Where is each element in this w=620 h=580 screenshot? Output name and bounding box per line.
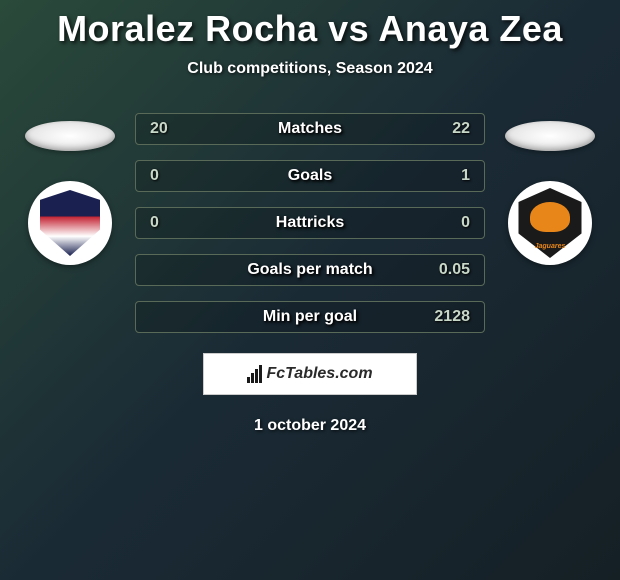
team-badge-left xyxy=(28,181,112,265)
stat-right-value: 0.05 xyxy=(439,261,470,279)
stat-label: Goals xyxy=(288,167,332,185)
player-left-avatar-placeholder xyxy=(25,121,115,151)
stat-row-hattricks: 0 Hattricks 0 xyxy=(135,207,485,239)
stat-label: Hattricks xyxy=(276,214,344,232)
stats-column: 20 Matches 22 0 Goals 1 0 Hattricks 0 Go… xyxy=(135,113,485,333)
player-right-column: Jaguares xyxy=(500,113,600,265)
date-label: 1 october 2024 xyxy=(0,417,620,435)
stat-right-value: 0 xyxy=(461,214,470,232)
shield-icon: Jaguares xyxy=(515,188,585,258)
stat-right-value: 2128 xyxy=(434,308,470,326)
stat-row-min-per-goal: Min per goal 2128 xyxy=(135,301,485,333)
team-badge-right: Jaguares xyxy=(508,181,592,265)
stat-row-goals-per-match: Goals per match 0.05 xyxy=(135,254,485,286)
page-title: Moralez Rocha vs Anaya Zea xyxy=(0,0,620,50)
stat-left-value: 0 xyxy=(150,214,159,232)
stat-label: Min per goal xyxy=(263,308,357,326)
player-left-column xyxy=(20,113,120,265)
page-subtitle: Club competitions, Season 2024 xyxy=(0,60,620,78)
brand-label: FcTables.com xyxy=(266,365,372,383)
stat-row-goals: 0 Goals 1 xyxy=(135,160,485,192)
stat-label: Goals per match xyxy=(247,261,372,279)
stat-label: Matches xyxy=(278,120,342,138)
shield-icon xyxy=(40,190,100,256)
comparison-area: 20 Matches 22 0 Goals 1 0 Hattricks 0 Go… xyxy=(0,113,620,333)
stat-left-value: 20 xyxy=(150,120,168,138)
stat-right-value: 22 xyxy=(452,120,470,138)
team-badge-right-text: Jaguares xyxy=(515,243,585,250)
stat-row-matches: 20 Matches 22 xyxy=(135,113,485,145)
player-right-avatar-placeholder xyxy=(505,121,595,151)
signal-bars-icon xyxy=(247,365,262,383)
stat-right-value: 1 xyxy=(461,167,470,185)
stat-left-value: 0 xyxy=(150,167,159,185)
brand-box[interactable]: FcTables.com xyxy=(203,353,417,395)
